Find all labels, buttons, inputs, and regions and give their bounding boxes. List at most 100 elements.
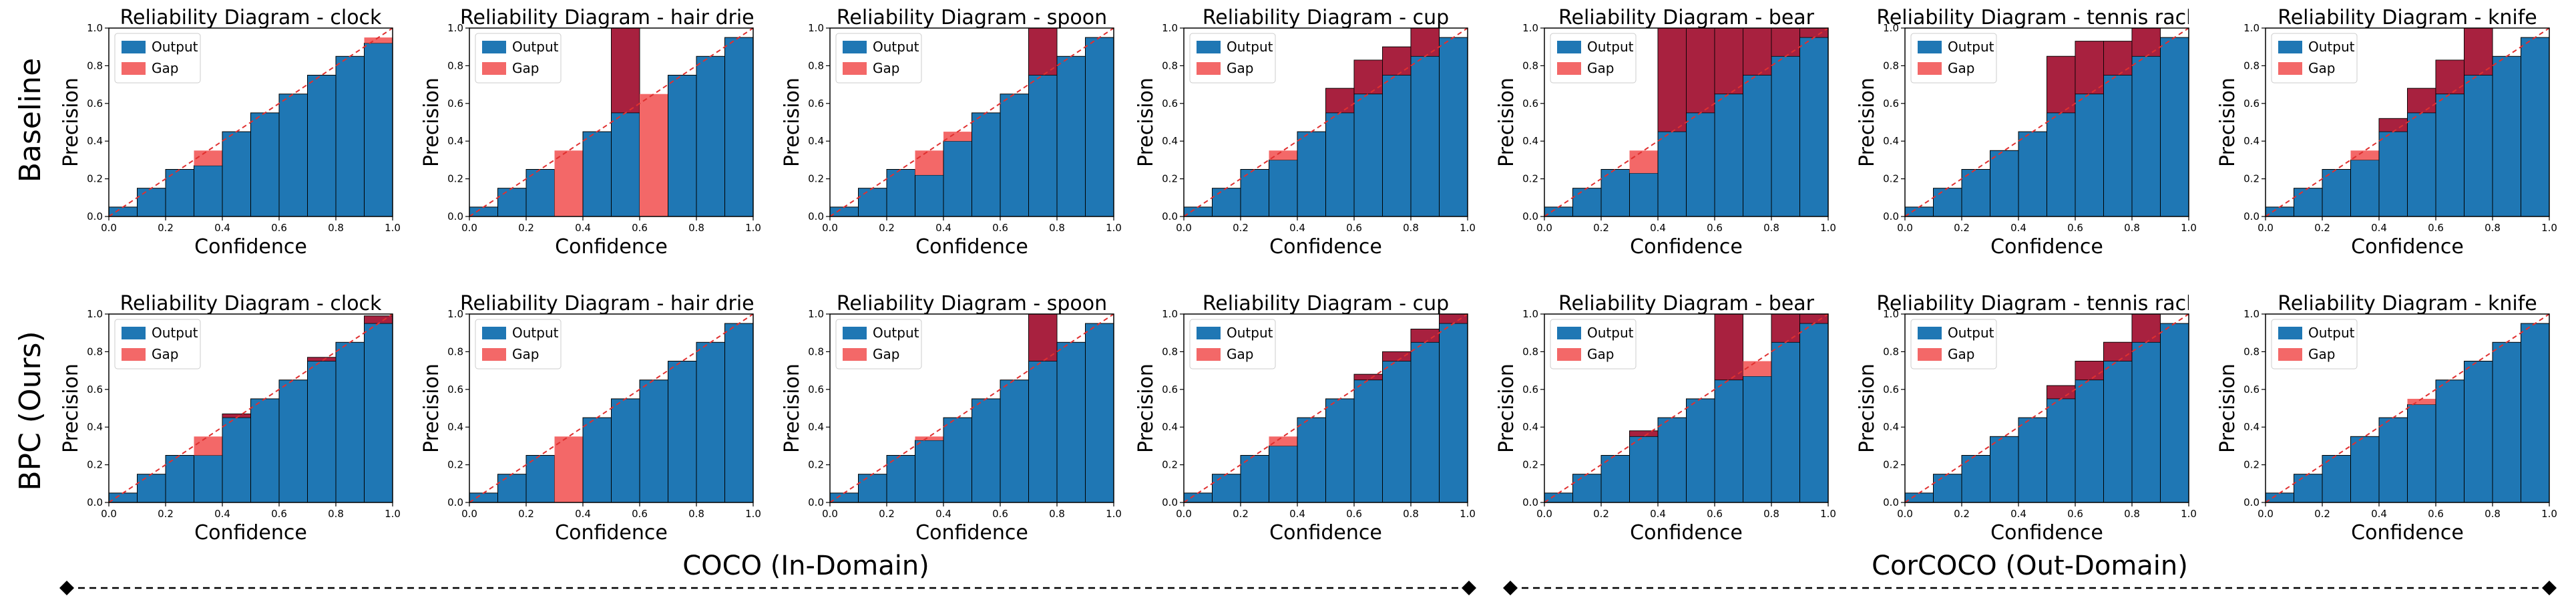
y-tick-label: 0.6 [87, 98, 103, 110]
output-bar [1771, 314, 1800, 502]
panel-title: Reliability Diagram - spoon [837, 292, 1107, 315]
output-bar [1297, 417, 1326, 502]
axes-frame [1544, 313, 1829, 503]
axes-frame [2265, 313, 2550, 503]
x-tick-label: 0.8 [688, 508, 704, 520]
output-bar [2407, 404, 2436, 502]
y-tick-label: 1.0 [1883, 22, 1899, 34]
perfect-calibration-line [469, 313, 754, 503]
y-tick-label: 0.4 [808, 135, 824, 147]
perfect-calibration-line [1544, 27, 1829, 217]
gap-bar [1353, 59, 1383, 95]
y-tick-label: 0.8 [2243, 345, 2260, 357]
output-bar [724, 37, 753, 216]
x-tick-label: 0.2 [1233, 508, 1249, 520]
x-tick-label: 0.6 [992, 222, 1008, 234]
y-tick-label: 0.4 [1522, 421, 1538, 433]
legend-swatch-gap [1918, 62, 1942, 75]
y-tick-label: 0.0 [2243, 210, 2260, 222]
x-axis-label: Confidence [194, 521, 307, 545]
output-bar [2492, 55, 2521, 216]
x-tick-label: 1.0 [385, 222, 401, 234]
y-tick-label: 0.6 [2243, 98, 2260, 110]
output-bar [307, 357, 337, 502]
output-bar [2131, 28, 2161, 216]
gap-bar [554, 150, 583, 216]
axes-frame [1183, 313, 1468, 503]
x-tick-label: 1.0 [1820, 222, 1836, 234]
output-bar [109, 492, 138, 502]
y-tick-label: 0.6 [2243, 384, 2260, 396]
y-tick-label: 0.8 [1883, 59, 1899, 71]
gap-bar [1325, 88, 1355, 114]
y-tick-label: 0.2 [1883, 459, 1899, 471]
reliability-panel: 0.0 0.2 0.4 0.6 0.8 1.0 0.0 0.2 0.4 0.6 0.8 1.0 Reli… [1495, 6, 1836, 259]
output-bar [2492, 341, 2521, 502]
panel-title: Reliability Diagram - cup [1203, 6, 1449, 29]
y-tick-label: 0.8 [1162, 345, 1178, 357]
legend-label-output: Output [1587, 39, 1634, 55]
row-label-bpc: BPC (Ours) [13, 331, 47, 490]
x-tick-label: 0.2 [1954, 222, 1970, 234]
y-tick-label: 0.8 [808, 59, 824, 71]
x-tick-label: 0.0 [1897, 222, 1913, 234]
output-bar [582, 131, 612, 216]
y-axis-label: Precision [1134, 78, 1158, 167]
output-bar [2322, 169, 2351, 216]
x-tick-label: 0.2 [1593, 508, 1609, 520]
gap-bar [1439, 314, 1468, 324]
output-bar [364, 43, 393, 216]
perfect-calibration-line [469, 27, 754, 217]
y-tick-label: 0.4 [1522, 135, 1538, 147]
legend: Output Gap [1910, 319, 1997, 369]
gap-bar [1799, 28, 1828, 38]
y-tick-label: 0.6 [1162, 384, 1178, 396]
output-bar [2435, 380, 2464, 502]
legend-label-output: Output [1587, 325, 1634, 341]
output-bar [2266, 206, 2294, 216]
output-bar [1410, 329, 1440, 502]
legend-swatch-output [2278, 327, 2302, 339]
bars-group [830, 314, 1114, 502]
legend: Output Gap [475, 319, 562, 369]
x-tick-label: 0.2 [879, 508, 895, 520]
legend: Output Gap [475, 33, 562, 84]
legend-swatch-output [482, 41, 506, 53]
legend-label-gap: Gap [1587, 346, 1614, 362]
gap-bar [2075, 41, 2104, 95]
output-bar [335, 55, 365, 216]
x-tick-label: 0.0 [822, 508, 838, 520]
gap-bar [1771, 28, 1800, 57]
output-bar [611, 398, 640, 502]
output-bar [2521, 323, 2549, 502]
output-bar [1743, 376, 1772, 502]
perfect-calibration-line [1904, 27, 2189, 217]
row-label-baseline: Baseline [13, 58, 47, 183]
legend-swatch-output [1197, 327, 1221, 339]
output-bar [1212, 474, 1241, 502]
x-axis-label: Confidence [1630, 235, 1743, 259]
gap-bar [1743, 361, 1771, 377]
gap-bar [915, 150, 943, 175]
group-label-corcoco: CorCOCO (Out-Domain) [1872, 551, 2188, 581]
perfect-calibration-line [2265, 313, 2550, 503]
legend-swatch-output [1918, 41, 1942, 53]
y-axis-label: Precision [420, 78, 443, 167]
output-bar [1240, 455, 1269, 502]
y-tick-label: 0.6 [447, 98, 463, 110]
y-tick-label: 0.0 [447, 496, 463, 508]
x-tick-label: 0.6 [271, 222, 287, 234]
output-bar [1961, 169, 1990, 216]
x-tick-label: 0.4 [575, 222, 591, 234]
x-tick-label: 0.0 [2258, 222, 2274, 234]
output-bar [2075, 361, 2104, 502]
legend-label-output: Output [152, 39, 198, 55]
x-tick-label: 0.6 [992, 508, 1008, 520]
legend-label-gap: Gap [1227, 346, 1253, 362]
perfect-calibration-line [1183, 27, 1468, 217]
x-tick-label: 1.0 [1460, 508, 1476, 520]
x-tick-label: 1.0 [1460, 222, 1476, 234]
y-tick-label: 0.0 [1162, 210, 1178, 222]
output-bar [2103, 341, 2133, 502]
output-bar [668, 75, 697, 216]
